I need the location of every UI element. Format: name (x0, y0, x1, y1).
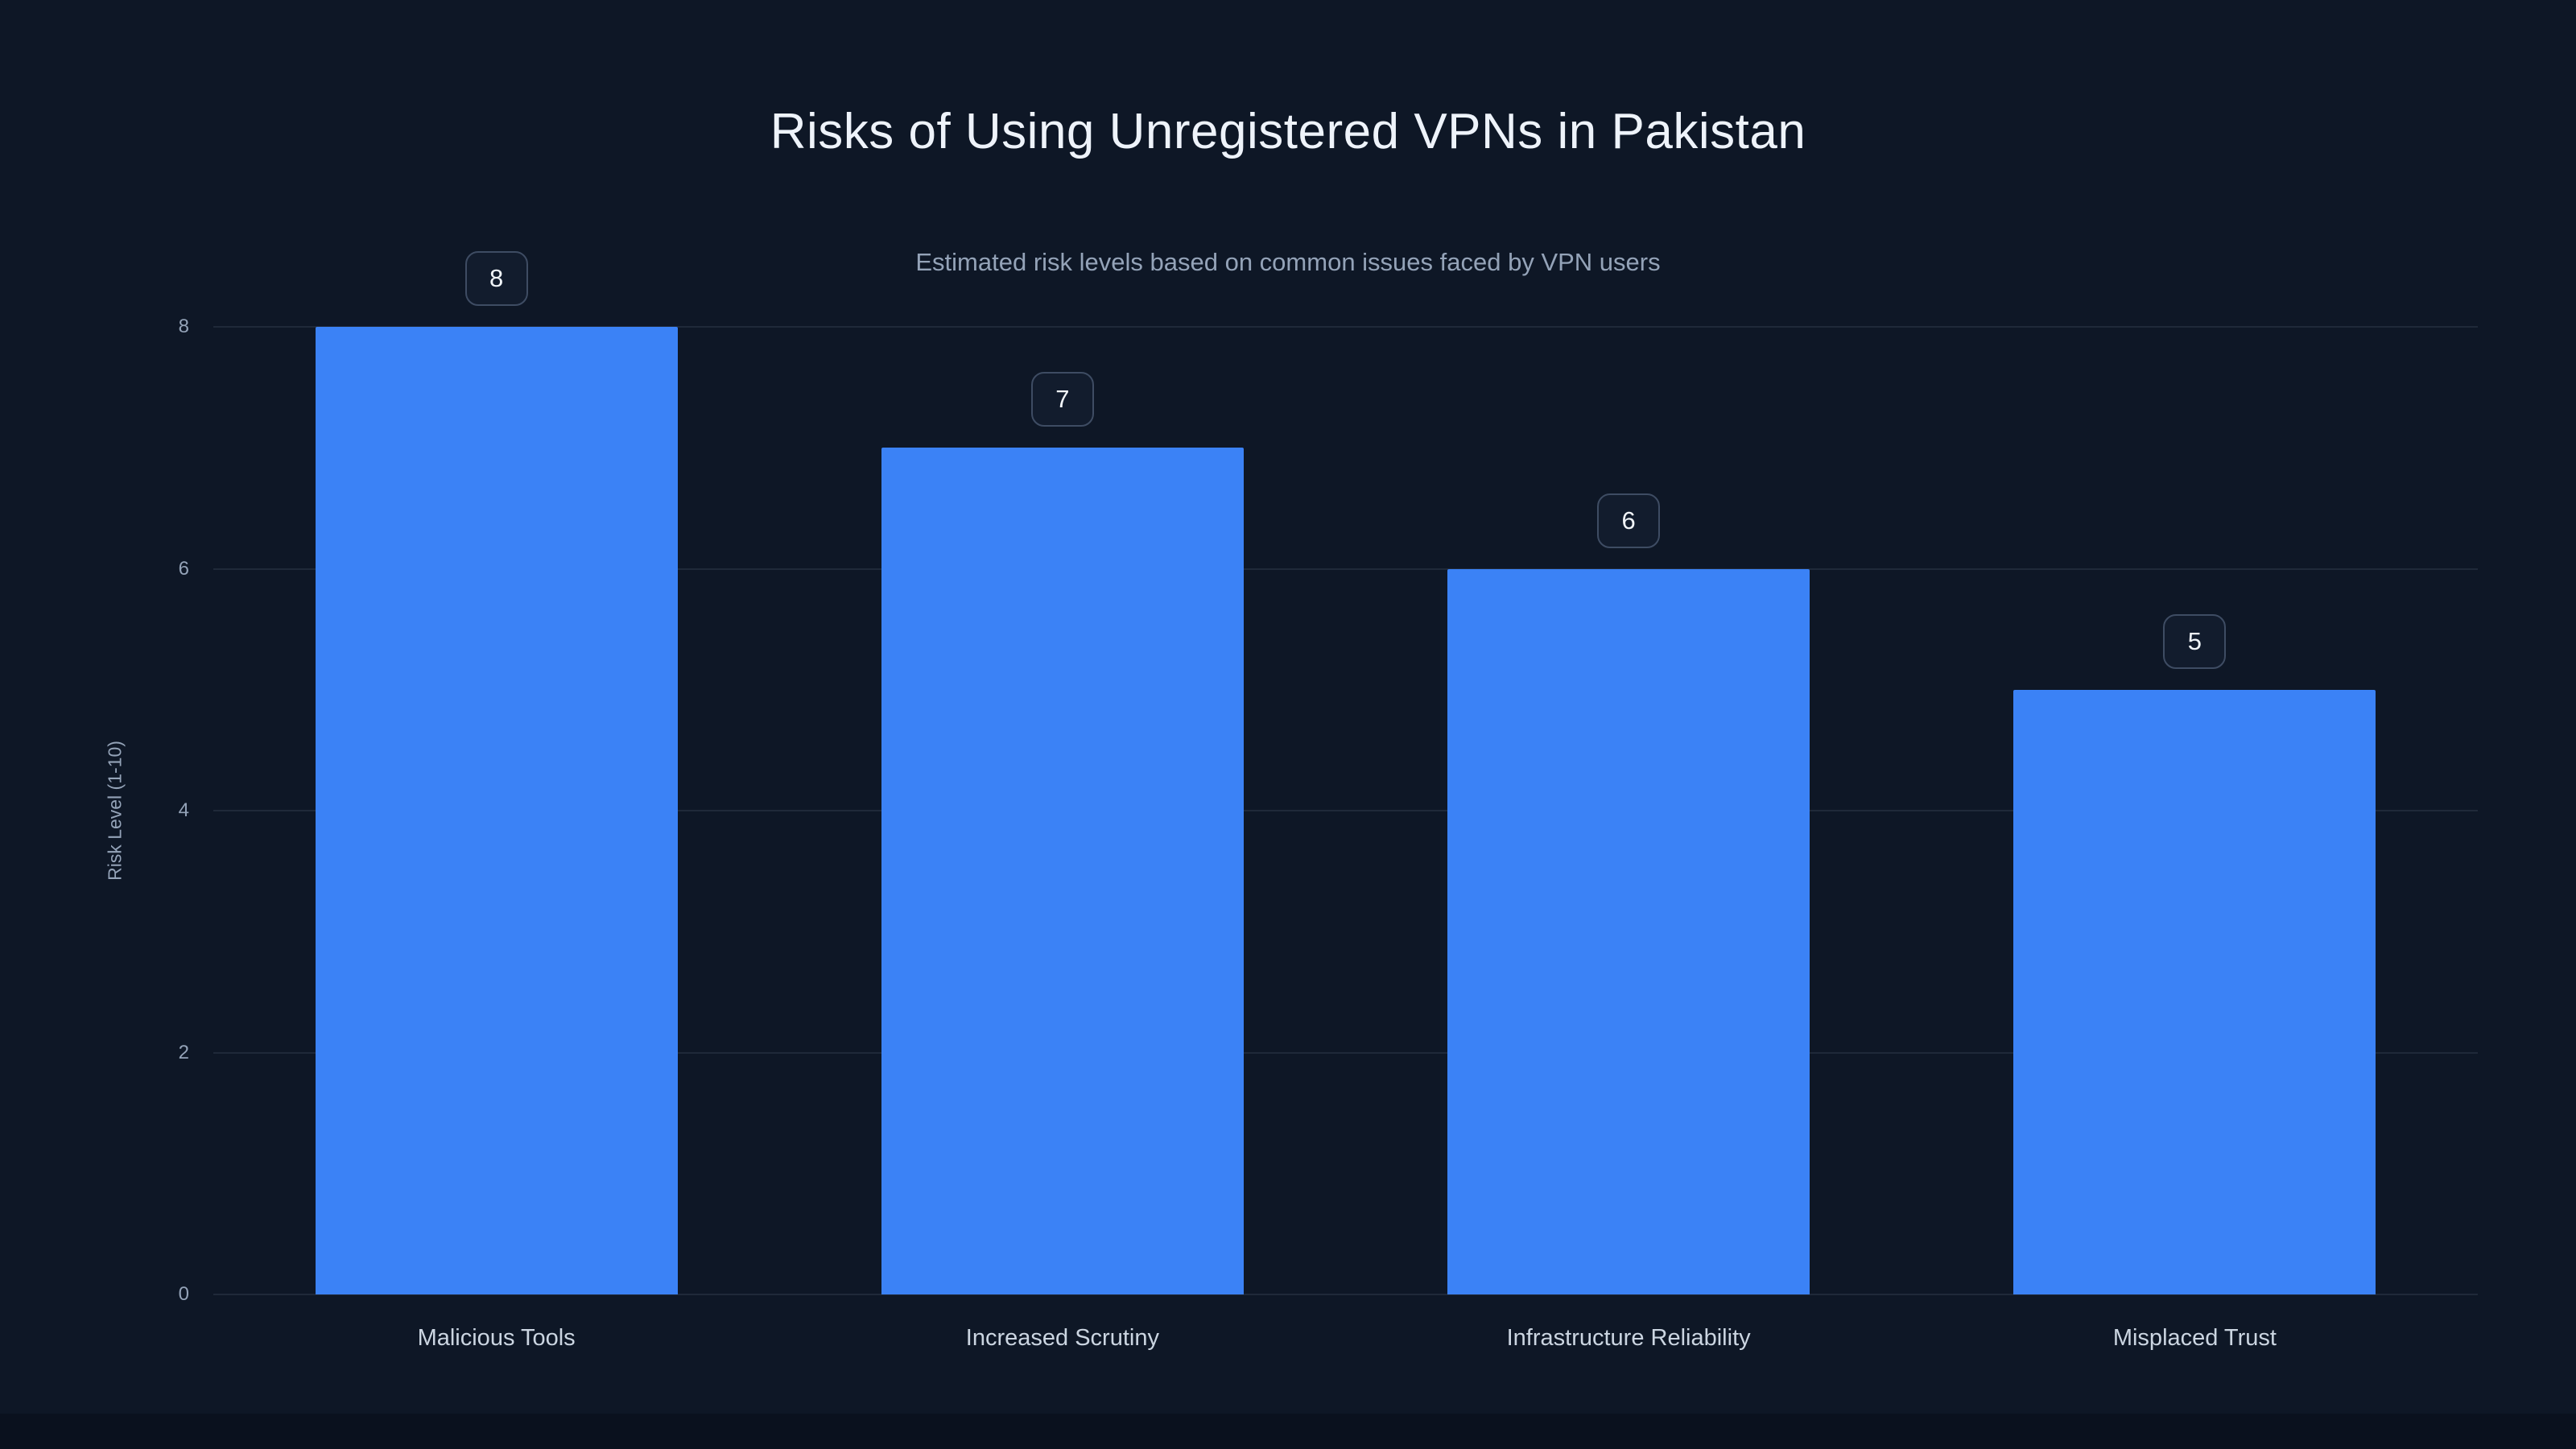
bar-slot-malicious-tools: 8 Malicious Tools (213, 251, 779, 1351)
value-badge-misplaced-trust: 5 (2163, 613, 2227, 669)
bar-misplaced-trust[interactable] (2013, 689, 2376, 1294)
chart-title: Risks of Using Unregistered VPNs in Paki… (770, 104, 1806, 159)
page-background-strip (0, 1414, 2576, 1449)
gridline-4 (213, 810, 2478, 811)
bar-slot-increased-scrutiny: 7 Increased Scrutiny (779, 327, 1345, 1351)
value-badge-increased-scrutiny: 7 (1030, 372, 1094, 427)
x-axis-label-infrastructure-reliability: Infrastructure Reliability (1506, 1325, 1751, 1351)
value-badge-malicious-tools: 8 (464, 251, 528, 306)
chart-card: Risks of Using Unregistered VPNs in Paki… (104, 104, 2478, 1351)
x-axis-label-malicious-tools: Malicious Tools (417, 1325, 576, 1351)
y-tick-label-6: 6 (178, 557, 189, 580)
chart-subtitle: Estimated risk levels based on common is… (915, 248, 1661, 276)
value-badge-infrastructure-reliability: 6 (1597, 493, 1661, 548)
bar-slot-misplaced-trust: 5 Misplaced Trust (1912, 327, 2478, 1351)
plot-area: 0 2 4 6 8 8 Malicious Tools 7 Increased Scrutiny… (179, 251, 2478, 1351)
gridline-2 (213, 1051, 2478, 1054)
gridline-0 (213, 1294, 2478, 1295)
gridline-8 (213, 326, 2478, 328)
x-axis-label-misplaced-trust: Misplaced Trust (2112, 1325, 2277, 1351)
y-tick-label-2: 2 (178, 1041, 189, 1063)
bar-increased-scrutiny[interactable] (881, 448, 1244, 1294)
y-axis-title: Risk Level (1-10) (104, 741, 126, 881)
x-axis-label-increased-scrutiny: Increased Scrutiny (965, 1325, 1159, 1351)
bar-malicious-tools[interactable] (315, 327, 678, 1294)
y-tick-label-8: 8 (178, 316, 189, 337)
gridline-6 (213, 568, 2478, 570)
y-tick-label-4: 4 (178, 799, 189, 821)
y-tick-label-0: 0 (178, 1283, 189, 1305)
bar-infrastructure-reliability[interactable] (1447, 568, 1810, 1294)
bar-slot-infrastructure-reliability: 6 Infrastructure Reliability (1346, 327, 1912, 1351)
